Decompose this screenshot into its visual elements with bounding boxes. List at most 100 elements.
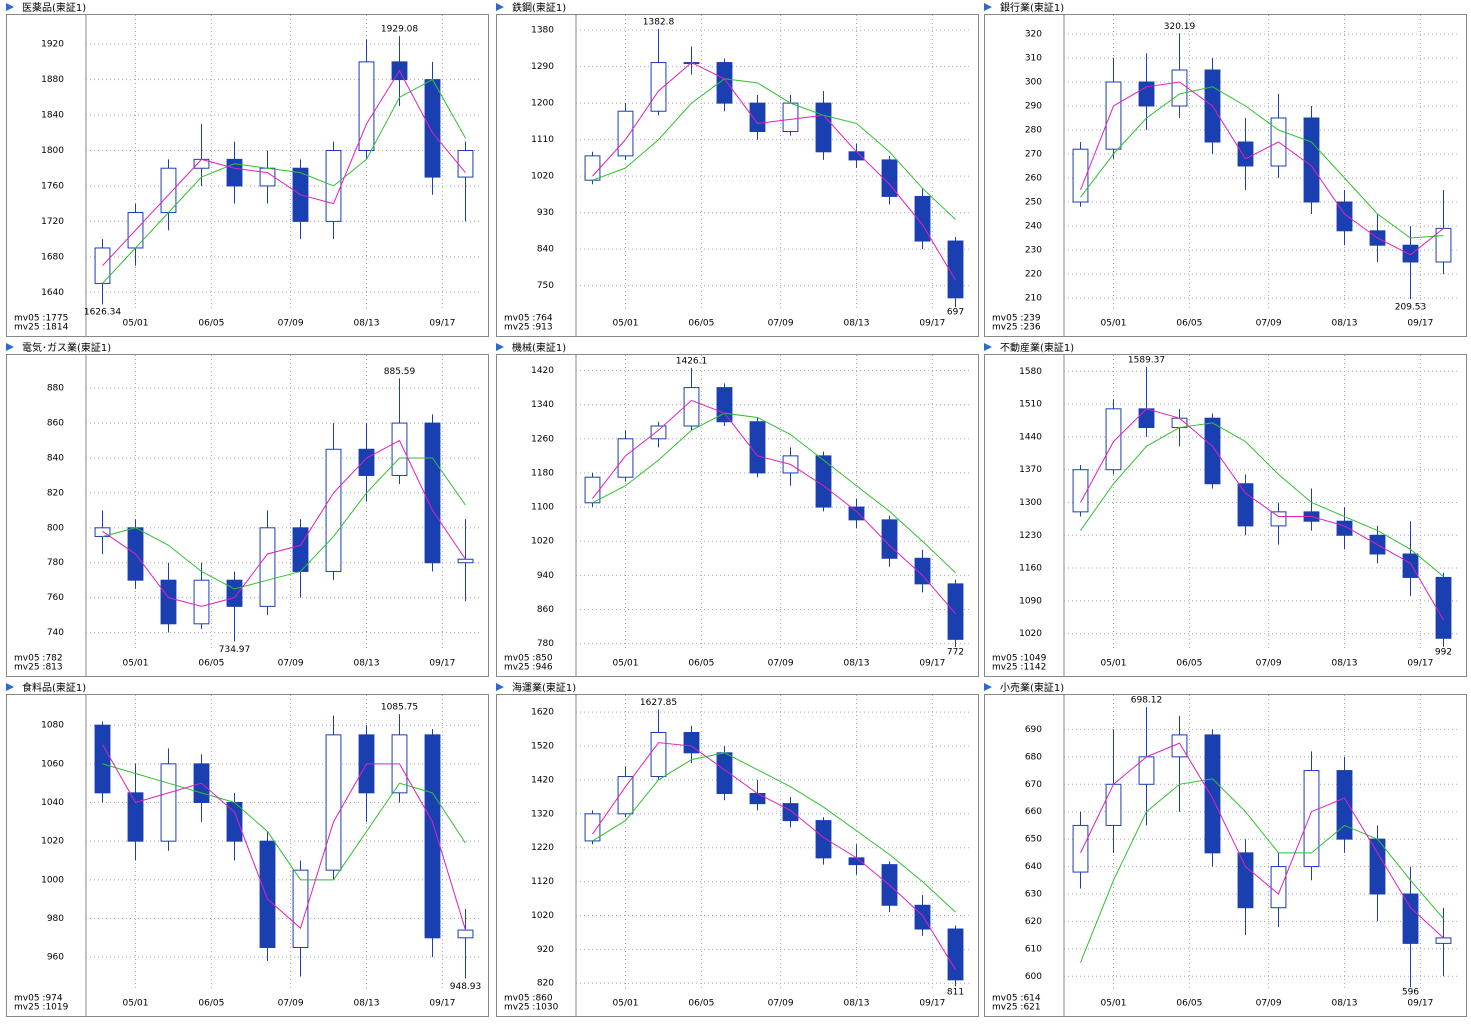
candle-body bbox=[1105, 783, 1122, 826]
low-label: 734.97 bbox=[219, 645, 251, 655]
moving-average-line bbox=[102, 744, 466, 931]
candle-body bbox=[292, 869, 309, 948]
y-tick-label: 1680 bbox=[41, 252, 64, 262]
y-tick-label: 290 bbox=[1025, 102, 1042, 112]
y-tick-label: 880 bbox=[47, 384, 64, 394]
candle-body bbox=[749, 421, 766, 474]
ma-label: mv05 :860 bbox=[504, 994, 553, 1004]
moving-average-line bbox=[592, 78, 956, 220]
candle-body bbox=[226, 158, 243, 187]
y-tick-label: 1520 bbox=[531, 742, 554, 752]
y-tick-label: 1020 bbox=[531, 911, 554, 921]
moving-average-line bbox=[592, 752, 956, 913]
candle-body bbox=[1402, 553, 1419, 578]
candle-body bbox=[457, 149, 474, 178]
moving-average-line bbox=[102, 457, 466, 590]
x-tick-label: 05/01 bbox=[1101, 999, 1127, 1009]
candle-body bbox=[1171, 734, 1188, 758]
candle-body bbox=[782, 803, 799, 822]
y-tick-label: 1580 bbox=[1019, 367, 1042, 377]
y-tick-label: 670 bbox=[1025, 780, 1042, 790]
candle-body bbox=[1270, 511, 1287, 527]
candle-body bbox=[881, 519, 898, 559]
x-tick-label: 08/13 bbox=[1332, 659, 1358, 669]
y-tick-label: 650 bbox=[1025, 835, 1042, 845]
panel-frame bbox=[496, 694, 979, 1017]
candle-body bbox=[1171, 69, 1188, 107]
candle-body bbox=[358, 61, 375, 151]
y-tick-label: 780 bbox=[537, 639, 554, 649]
y-tick-label: 1420 bbox=[531, 366, 554, 376]
candle-body bbox=[1402, 893, 1419, 944]
y-tick-label: 1840 bbox=[41, 111, 64, 121]
panel-title: 銀行業(東証1) bbox=[1000, 1, 1064, 14]
y-tick-label: 1080 bbox=[41, 721, 64, 731]
candle-body bbox=[1138, 81, 1155, 107]
y-tick-label: 690 bbox=[1025, 725, 1042, 735]
candle-body bbox=[1105, 408, 1122, 471]
high-label: 1382.8 bbox=[643, 17, 675, 27]
x-tick-label: 09/17 bbox=[1407, 319, 1433, 329]
candle-body bbox=[848, 506, 865, 521]
candle-body bbox=[848, 857, 865, 866]
title-marker bbox=[984, 683, 992, 691]
candle-body bbox=[1336, 770, 1353, 840]
y-tick-label: 1120 bbox=[531, 877, 554, 887]
x-tick-label: 09/17 bbox=[919, 659, 945, 669]
x-tick-label: 08/13 bbox=[1332, 319, 1358, 329]
y-tick-label: 1000 bbox=[41, 875, 64, 885]
title-marker bbox=[6, 343, 14, 351]
moving-average-line bbox=[1080, 778, 1444, 963]
y-tick-label: 680 bbox=[1025, 752, 1042, 762]
y-tick-label: 960 bbox=[47, 953, 64, 963]
candle-body bbox=[1369, 838, 1386, 895]
y-tick-label: 1510 bbox=[1019, 400, 1042, 410]
candle-body bbox=[881, 159, 898, 197]
candle-body bbox=[650, 731, 667, 778]
ma-label: mv25 :946 bbox=[504, 663, 553, 673]
x-tick-label: 06/05 bbox=[688, 999, 714, 1009]
y-tick-label: 860 bbox=[537, 605, 554, 615]
panel-frame bbox=[6, 14, 489, 337]
low-label: 811 bbox=[947, 988, 964, 998]
x-tick-label: 07/09 bbox=[1256, 319, 1282, 329]
high-label: 885.59 bbox=[384, 367, 416, 377]
candle-body bbox=[424, 734, 441, 939]
x-tick-label: 07/09 bbox=[768, 659, 794, 669]
candle-body bbox=[815, 820, 832, 859]
y-tick-label: 600 bbox=[1025, 972, 1042, 982]
y-tick-label: 920 bbox=[537, 945, 554, 955]
ma-label: mv25 :236 bbox=[992, 323, 1041, 333]
y-tick-label: 1200 bbox=[531, 99, 554, 109]
candle-body bbox=[358, 448, 375, 476]
x-tick-label: 09/17 bbox=[919, 319, 945, 329]
high-label: 1085.75 bbox=[381, 703, 418, 713]
y-tick-label: 300 bbox=[1025, 78, 1042, 88]
x-tick-label: 09/17 bbox=[429, 319, 455, 329]
candle-body bbox=[617, 776, 634, 815]
y-tick-label: 630 bbox=[1025, 890, 1042, 900]
x-tick-label: 08/13 bbox=[1332, 999, 1358, 1009]
y-tick-label: 1620 bbox=[531, 708, 554, 718]
x-tick-label: 07/09 bbox=[768, 999, 794, 1009]
x-tick-label: 06/05 bbox=[1176, 999, 1202, 1009]
y-tick-label: 220 bbox=[1025, 270, 1042, 280]
x-tick-label: 05/01 bbox=[1101, 319, 1127, 329]
candle-body bbox=[584, 155, 601, 181]
y-tick-label: 840 bbox=[47, 454, 64, 464]
y-tick-label: 820 bbox=[537, 979, 554, 989]
candle-body bbox=[259, 167, 276, 187]
x-tick-label: 09/17 bbox=[429, 999, 455, 1009]
y-tick-label: 240 bbox=[1025, 222, 1042, 232]
candle-body bbox=[749, 792, 766, 805]
candle-body bbox=[1072, 148, 1089, 203]
y-tick-label: 1020 bbox=[41, 837, 64, 847]
candle-body bbox=[650, 62, 667, 112]
ma-label: mv25 :913 bbox=[504, 323, 553, 333]
ma-label: mv05 :782 bbox=[14, 654, 63, 664]
y-tick-label: 1440 bbox=[1019, 432, 1042, 442]
x-tick-label: 05/01 bbox=[123, 319, 149, 329]
candle-body bbox=[683, 387, 700, 427]
y-tick-label: 930 bbox=[537, 208, 554, 218]
y-tick-label: 1110 bbox=[531, 135, 554, 145]
